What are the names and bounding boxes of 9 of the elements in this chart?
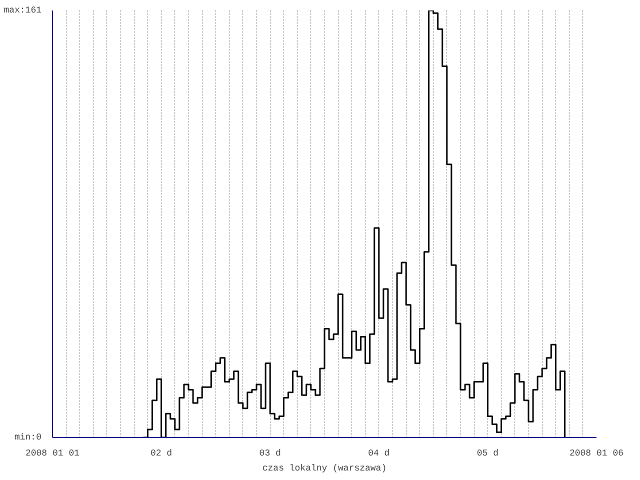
y-tick-label: min:0 (14, 432, 42, 442)
x-tick-label: 02 d (150, 448, 172, 458)
x-tick-label: 2008 01 06 (569, 448, 624, 458)
x-tick-label: 2008 01 01 (25, 448, 80, 458)
x-tick-label: 03 d (259, 448, 281, 458)
x-axis-title: czas lokalny (warszawa) (262, 464, 387, 474)
x-tick-label: 05 d (476, 448, 499, 458)
y-tick-label: max:161 (4, 6, 42, 16)
x-tick-label: 04 d (368, 448, 390, 458)
